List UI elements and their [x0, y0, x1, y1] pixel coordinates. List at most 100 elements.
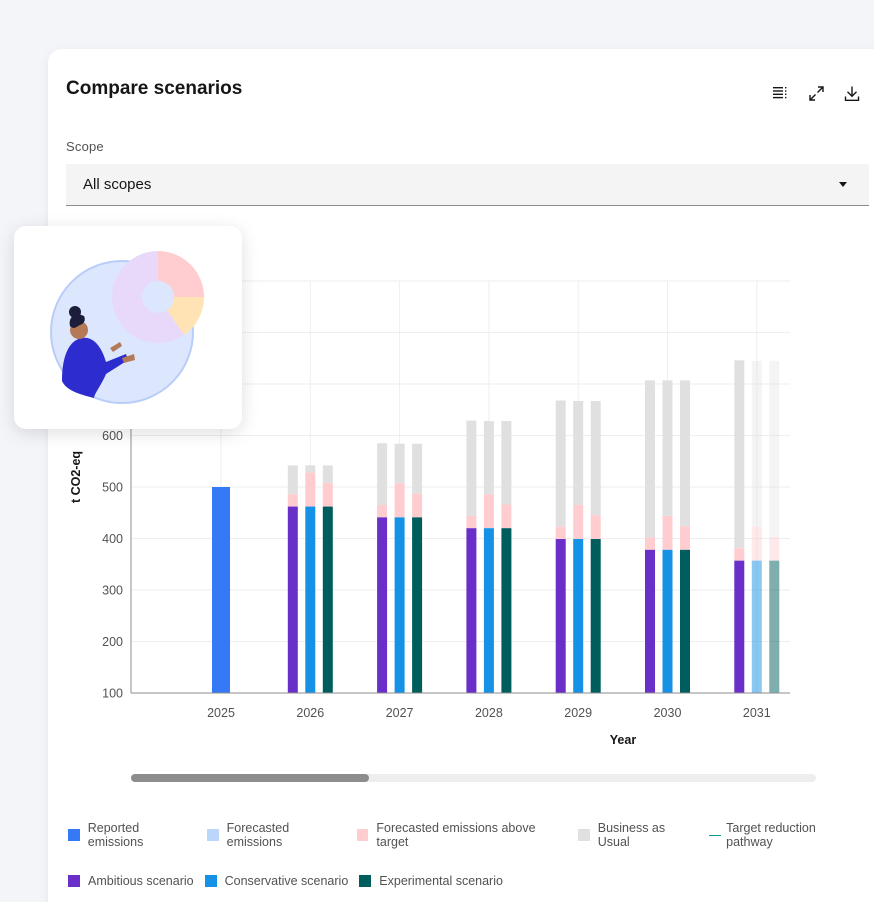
bar-segment-above-target-conservative-scenario: [573, 505, 584, 540]
bar-segment-business-as-usual-ambitious-scenario: [466, 420, 477, 516]
bar-segment-business-as-usual-conservative-scenario: [751, 360, 762, 527]
maximize-icon[interactable]: [806, 82, 826, 104]
bar-segment-business-as-usual-experimental-scenario: [412, 443, 423, 494]
legend-swatch: [68, 829, 80, 841]
bar-segment-experimental-scenario: [769, 560, 780, 693]
legend-row-2: Ambitious scenario Conservative scenario E…: [68, 874, 514, 888]
legend-swatch: [204, 875, 217, 887]
bar-segment-business-as-usual-ambitious-scenario: [377, 443, 388, 506]
bar-segment-business-as-usual-ambitious-scenario: [555, 400, 566, 527]
x-tick-label: 2029: [564, 706, 592, 720]
bar-segment-business-as-usual-ambitious-scenario: [734, 360, 745, 549]
bar-segment-conservative-scenario: [573, 539, 584, 693]
legend-swatch: [206, 829, 219, 841]
legend-swatch: [359, 875, 372, 887]
legend-label: Conservative scenario: [224, 874, 349, 888]
legend-label: Forecasted emissions: [226, 821, 290, 849]
bar-segment-experimental-scenario: [322, 506, 333, 693]
bar-segment-business-as-usual-experimental-scenario: [322, 465, 333, 483]
legend-item-target-reduction-pathway[interactable]: Target reduction pathway: [709, 821, 863, 849]
bar-segment-ambitious-scenario: [377, 517, 388, 693]
scrollbar-thumb[interactable]: [131, 774, 369, 782]
bar-segment-above-target-conservative-scenario: [751, 526, 762, 561]
person-pie-illustration-icon: [50, 251, 205, 404]
legend-label: Experimental scenario: [379, 874, 503, 888]
y-tick-label: 100: [102, 687, 123, 701]
bar-segment-conservative-scenario: [483, 528, 494, 693]
y-tick-label: 500: [102, 481, 123, 495]
legend-item-experimental-scenario[interactable]: Experimental scenario: [359, 874, 503, 888]
illustration-card: [14, 226, 242, 429]
bar-segment-above-target-conservative-scenario: [305, 472, 316, 507]
bar-segment-above-target-experimental-scenario: [769, 536, 780, 561]
scope-selected-value: All scopes: [83, 176, 152, 193]
bar-segment-experimental-scenario: [680, 549, 690, 693]
bar-segment-above-target-experimental-scenario: [590, 515, 601, 540]
bar-segment-experimental-scenario: [412, 517, 423, 693]
legend-item-reported-emissions[interactable]: Reported emissions: [68, 821, 196, 849]
bar-segment-above-target-experimental-scenario: [412, 493, 423, 518]
bar-segment-above-target-ambitious-scenario: [377, 505, 388, 518]
bar-segment-experimental-scenario: [501, 528, 512, 693]
legend-item-ambitious-scenario[interactable]: Ambitious scenario: [68, 874, 194, 888]
x-tick-label: 2026: [296, 706, 324, 720]
bar-segment-above-target-conservative-scenario: [662, 515, 673, 550]
bar-segment-conservative-scenario: [751, 560, 762, 693]
bar-segment-experimental-scenario: [590, 539, 601, 693]
x-tick-label: 2027: [386, 706, 414, 720]
bar-segment-above-target-experimental-scenario: [680, 526, 690, 550]
bar-segment-business-as-usual-experimental-scenario: [769, 360, 780, 537]
legend-item-forecasted-emissions[interactable]: Forecasted emissions: [206, 821, 346, 849]
table-icon[interactable]: [770, 82, 790, 104]
bar-segment-ambitious-scenario: [555, 539, 566, 693]
y-tick-label: 400: [102, 532, 123, 546]
bar-segment-business-as-usual-experimental-scenario: [680, 380, 690, 527]
bar-segment-business-as-usual-conservative-scenario: [573, 400, 584, 506]
chevron-down-icon: [839, 182, 847, 187]
chart-bars: [212, 360, 780, 693]
x-tick-label: 2025: [207, 706, 235, 720]
legend-label: Forecasted emissions above target: [376, 821, 536, 849]
scope-dropdown[interactable]: All scopes: [66, 164, 869, 206]
bar-segment-business-as-usual-experimental-scenario: [590, 400, 601, 516]
bar-segment-above-target-experimental-scenario: [322, 482, 333, 507]
bar-reported-emissions: [212, 487, 230, 693]
legend-label: Business as Usual: [597, 821, 666, 849]
download-icon[interactable]: [842, 82, 862, 104]
chart-horizontal-scrollbar[interactable]: [131, 774, 816, 782]
legend-item-business-as-usual[interactable]: Business as Usual: [577, 821, 698, 849]
bar-segment-conservative-scenario: [305, 506, 316, 693]
bar-segment-above-target-ambitious-scenario: [734, 548, 745, 561]
card-title: Compare scenarios: [66, 78, 243, 99]
chart-toolbar: [770, 82, 862, 104]
bar-segment-above-target-ambitious-scenario: [555, 526, 566, 540]
bar-segment-above-target-conservative-scenario: [483, 494, 494, 529]
scope-label: Scope: [66, 139, 104, 154]
x-tick-label: 2030: [654, 706, 682, 720]
bar-segment-business-as-usual-conservative-scenario: [394, 443, 405, 484]
bar-segment-above-target-conservative-scenario: [394, 483, 405, 518]
bar-segment-business-as-usual-ambitious-scenario: [645, 380, 655, 538]
y-axis-title: t CO2-eq: [69, 451, 83, 503]
bar-segment-business-as-usual-conservative-scenario: [483, 421, 494, 495]
chart-axes: 100 200 300 400 500 600 2025 2026 2027 2028 2029 20…: [69, 281, 790, 747]
x-tick-label: 2028: [475, 706, 503, 720]
bar-segment-ambitious-scenario: [734, 560, 745, 693]
legend-label: Reported emissions: [87, 821, 144, 849]
y-tick-label: 600: [102, 429, 123, 443]
legend-swatch: [68, 875, 80, 887]
y-tick-label: 200: [102, 635, 123, 649]
bar-segment-ambitious-scenario: [645, 549, 655, 693]
x-axis-title: Year: [610, 733, 637, 747]
legend-swatch: [577, 829, 590, 841]
bar-segment-ambitious-scenario: [287, 506, 298, 693]
legend-item-conservative-scenario[interactable]: Conservative scenario: [204, 874, 349, 888]
bar-segment-above-target-ambitious-scenario: [645, 537, 655, 550]
legend-item-forecasted-emissions-above-target[interactable]: Forecasted emissions above target: [356, 821, 567, 849]
bar-segment-above-target-ambitious-scenario: [466, 515, 477, 529]
legend-row-1: Reported emissions Forecasted emissions Fo…: [68, 821, 874, 849]
legend-label: Target reduction pathway: [726, 821, 816, 849]
x-tick-label: 2031: [743, 706, 771, 720]
bar-segment-conservative-scenario: [394, 517, 405, 693]
